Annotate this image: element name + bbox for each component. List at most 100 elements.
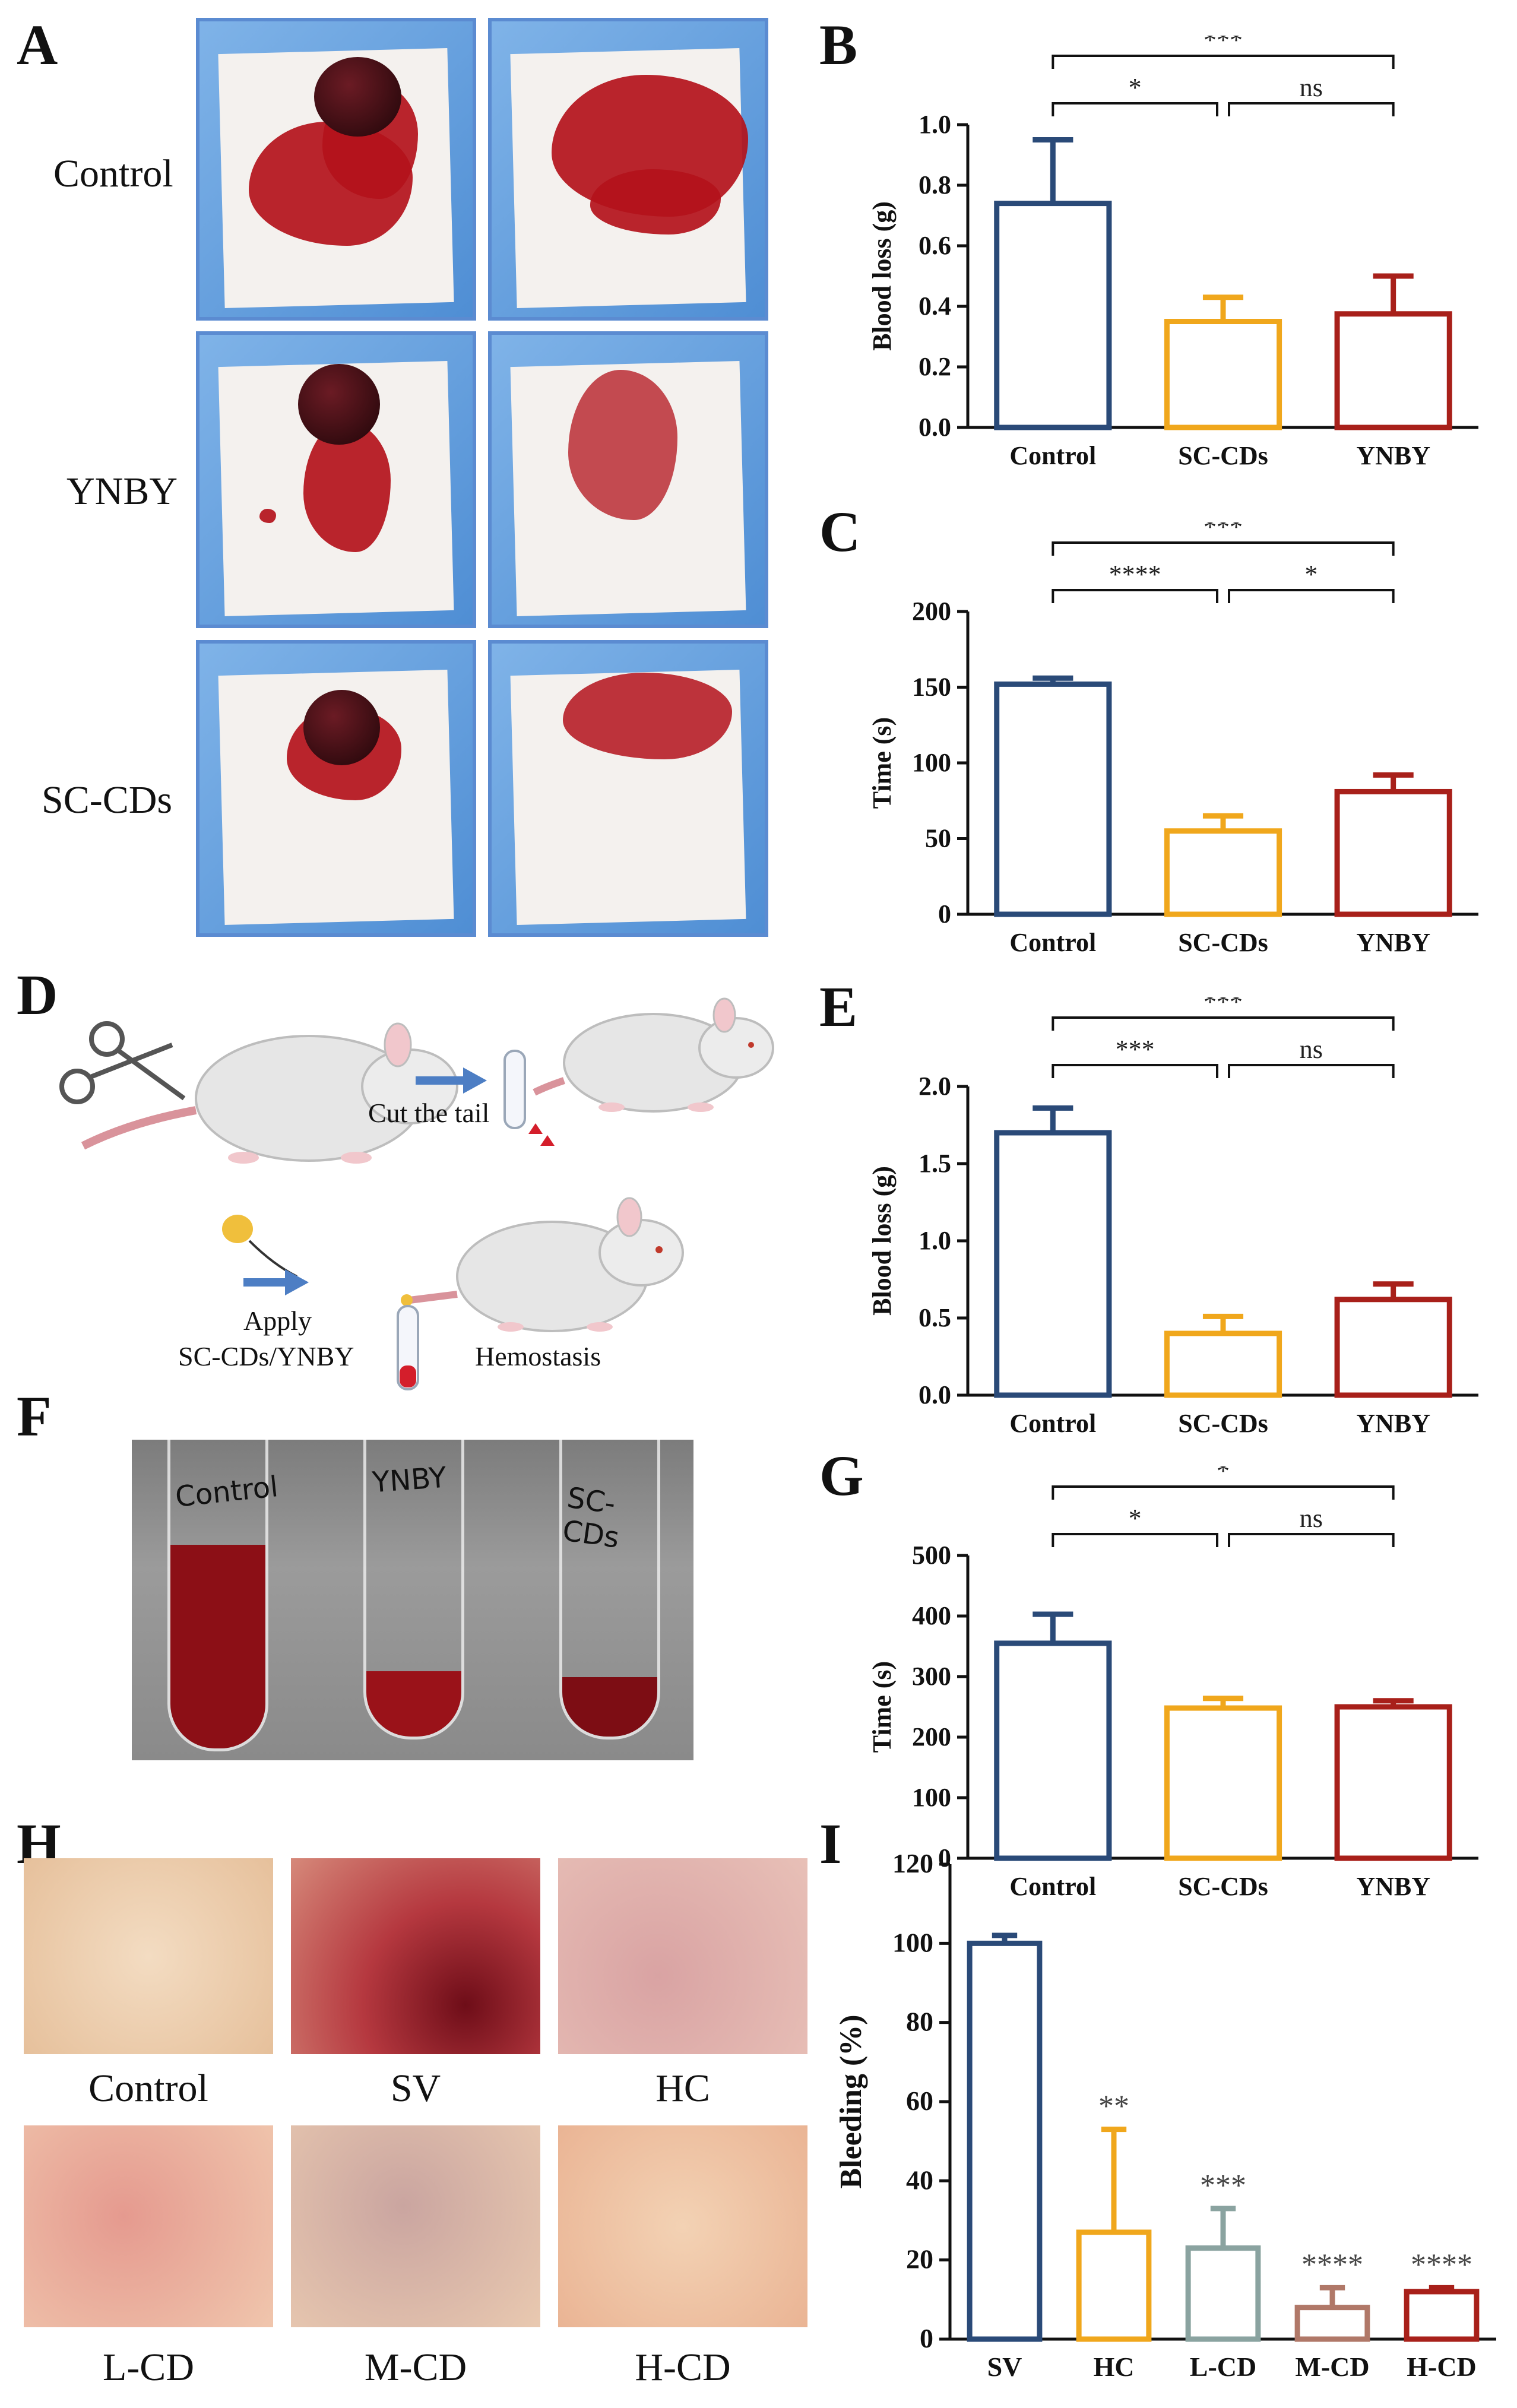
chart-b: 0.0 0.2 0.4 0.6 0.8 1.0 Blood loss (g) Control S…	[849, 26, 1502, 493]
y-tick-label: 0.5	[919, 1303, 951, 1332]
photo-control-clot	[196, 18, 476, 321]
step-hemostasis: Hemostasis	[475, 1341, 601, 1371]
significance-label: ***	[1204, 522, 1243, 541]
step-cut-tail: Cut the tail	[368, 1098, 489, 1128]
significance-bracket	[1052, 55, 1395, 69]
y-axis-label: Time (s)	[867, 1661, 897, 1753]
rat-icon	[81, 1022, 458, 1164]
bar-ynby	[1334, 788, 1452, 917]
y-axis-label: Bleeding (%)	[834, 2014, 868, 2188]
y-tick-label: 40	[906, 2165, 933, 2195]
chart-g: 0 100 200 300 400 500 Time (s) Control SC-CDs YNB…	[849, 1456, 1502, 1924]
bar-sc-cds	[1164, 828, 1282, 917]
photo-sccds-clot	[196, 640, 476, 937]
significance-label: *	[1129, 1504, 1142, 1533]
y-axis-label: Blood loss (g)	[867, 1166, 897, 1316]
significance-bracket	[1228, 1533, 1395, 1547]
panel-label-f: F	[17, 1384, 52, 1448]
panel-label-e: E	[819, 975, 858, 1038]
bar-l-cd	[1185, 2245, 1261, 2342]
significance-label: ns	[1300, 1504, 1323, 1533]
y-tick-label: 60	[906, 2086, 933, 2116]
arrow-icon	[416, 1067, 487, 1094]
egg-image-control	[24, 1858, 273, 2054]
panel-label-g: G	[819, 1444, 864, 1507]
egg-label-sv: SV	[390, 2067, 441, 2110]
tubes-photo: Control YNBY SC-CDs	[132, 1440, 693, 1760]
x-tick-label: L-CD	[1190, 2352, 1256, 2382]
significance-label: *	[1129, 73, 1142, 102]
y-tick-label: 0.6	[919, 231, 951, 260]
significance-label: ****	[1301, 2248, 1363, 2282]
significance-label: ***	[1200, 2169, 1246, 2203]
x-tick-label: SC-CDs	[1178, 1409, 1268, 1438]
significance-bracket	[1052, 1064, 1218, 1078]
y-tick-label: 400	[912, 1601, 951, 1630]
chart-e: 0.0 0.5 1.0 1.5 2.0 Blood loss (g) Control SC-C…	[849, 987, 1502, 1460]
y-tick-label: 0.4	[919, 292, 951, 321]
panel-label-a: A	[17, 13, 58, 77]
y-tick-label: 0.0	[919, 1380, 951, 1409]
chart-i-svg: 0 20 40 60 80 100 120 Bleeding (%) SV HC ** L-CD ***…	[834, 1848, 1496, 2382]
significance-bracket	[1052, 1533, 1218, 1547]
significance-bracket	[1228, 589, 1395, 603]
x-tick-label: SC-CDs	[1178, 441, 1268, 470]
tube-control: Control	[167, 1440, 280, 1751]
photo-control-paper	[488, 18, 768, 321]
egg-image-hcd	[558, 2125, 807, 2327]
y-tick-label: 0	[938, 899, 951, 929]
y-tick-label: 100	[892, 1927, 933, 1957]
chart-b-svg: 0.0 0.2 0.4 0.6 0.8 1.0 Blood loss (g) Control S…	[867, 26, 1478, 470]
test-tube-icon-2	[397, 1305, 419, 1390]
x-tick-label: YNBY	[1356, 928, 1430, 957]
significance-bracket	[1052, 1016, 1395, 1031]
y-tick-label: 100	[912, 1783, 951, 1812]
significance-label: *	[1217, 1466, 1230, 1485]
significance-bracket	[1052, 1485, 1395, 1500]
y-axis-label: Time (s)	[867, 717, 897, 809]
bar-control	[994, 201, 1112, 430]
x-tick-label: M-CD	[1295, 2352, 1369, 2382]
y-tick-label: 80	[906, 2007, 933, 2037]
y-tick-label: 500	[912, 1541, 951, 1570]
x-tick-label: Control	[1009, 928, 1096, 957]
significance-bracket	[1228, 1064, 1395, 1078]
y-tick-label: 150	[912, 673, 951, 702]
step-apply-line2: SC-CDs/YNBY	[178, 1341, 354, 1371]
significance-label: ***	[1116, 1035, 1155, 1064]
bar-sc-cds	[1164, 1330, 1282, 1398]
y-tick-label: 2.0	[919, 1072, 951, 1101]
x-tick-label: SC-CDs	[1178, 928, 1268, 957]
significance-bracket	[1228, 102, 1395, 116]
y-tick-label: 200	[912, 597, 951, 626]
y-axis-label: Blood loss (g)	[867, 201, 897, 351]
y-tick-label: 0	[920, 2323, 933, 2353]
tube-label-control: Control	[173, 1470, 280, 1514]
x-tick-label: YNBY	[1356, 1872, 1430, 1901]
rat-icon-2	[533, 997, 774, 1113]
bar-h-cd	[1404, 2289, 1480, 2342]
egg-image-hc	[558, 1858, 807, 2054]
bar-ynby	[1334, 311, 1452, 430]
y-tick-label: 100	[912, 748, 951, 777]
x-tick-label: H-CD	[1407, 2352, 1477, 2382]
egg-image-sv	[291, 1858, 540, 2054]
y-tick-label: 200	[912, 1722, 951, 1751]
row-label-ynby: YNBY	[66, 470, 178, 513]
egg-label-hcd: H-CD	[635, 2346, 731, 2389]
photo-sccds-paper	[488, 640, 768, 937]
chart-i: 0 20 40 60 80 100 120 Bleeding (%) SV HC ** L-CD ***…	[819, 1848, 1508, 2404]
bar-ynby	[1334, 1704, 1452, 1861]
tube-ynby: YNBY	[363, 1440, 464, 1740]
y-tick-label: 1.0	[919, 1226, 951, 1255]
tube-label-sccds: SC-CDs	[560, 1481, 622, 1555]
x-tick-label: Control	[1009, 1872, 1096, 1901]
bar-sc-cds	[1164, 1705, 1282, 1861]
chart-e-svg: 0.0 0.5 1.0 1.5 2.0 Blood loss (g) Control SC-C…	[867, 987, 1478, 1438]
egg-label-lcd: L-CD	[103, 2346, 194, 2389]
bar-ynby	[1334, 1297, 1452, 1398]
schematic-diagram: Cut the tail Apply SC-CDs/YNBY Hemostasi…	[59, 997, 774, 1390]
bar-sv	[967, 1940, 1043, 2342]
egg-image-lcd	[24, 2125, 273, 2327]
significance-label: ns	[1300, 73, 1323, 102]
